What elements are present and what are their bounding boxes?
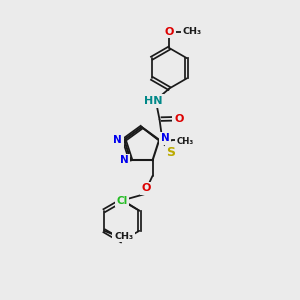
Text: S: S [166, 146, 175, 159]
Text: HN: HN [144, 96, 162, 106]
Text: CH₃: CH₃ [183, 27, 202, 36]
Text: O: O [165, 27, 174, 37]
Text: CH₃: CH₃ [114, 232, 133, 241]
Text: N: N [113, 135, 122, 145]
Text: Cl: Cl [116, 196, 128, 206]
Text: O: O [141, 183, 151, 194]
Text: N: N [161, 134, 170, 143]
Text: N: N [120, 155, 129, 166]
Text: CH₃: CH₃ [176, 136, 194, 146]
Text: O: O [174, 114, 184, 124]
